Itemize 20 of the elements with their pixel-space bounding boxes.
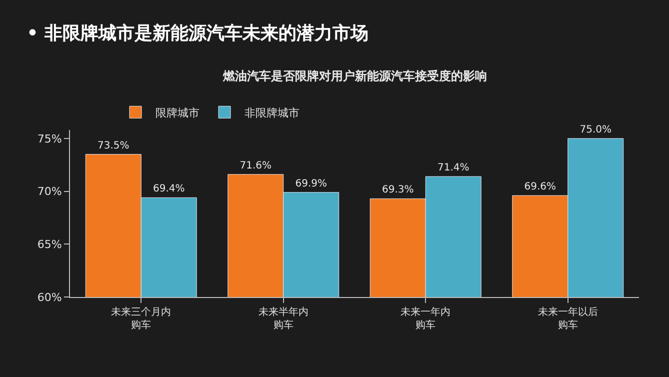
data-label: 71.4% <box>437 162 470 174</box>
data-label: 69.9% <box>295 178 328 190</box>
y-tick-label: 65% <box>37 238 62 251</box>
x-tick-label: 未来三个月内购车 <box>111 306 172 331</box>
chart-title: • 非限牌城市是新能源汽车未来的潜力市场 <box>26 22 369 44</box>
data-label: 73.5% <box>98 140 130 152</box>
data-label: 69.4% <box>152 184 185 195</box>
data-label: 69.6% <box>524 182 556 193</box>
y-tick-label: 75% <box>37 132 62 146</box>
x-tick-label: 未来一年以后购车 <box>538 306 598 331</box>
data-label: 69.3% <box>382 184 414 196</box>
data-label: 75.0% <box>580 124 612 136</box>
data-label: 71.6% <box>240 160 272 172</box>
x-tick-label: 未来一年内购车 <box>400 306 451 331</box>
x-tick-label: 未来半年内购车 <box>258 306 308 331</box>
y-tick-label: 70% <box>37 185 62 198</box>
chart-subtitle: 燃油汽车是否限牌对用户新能源汽车接受度的影响 <box>222 69 487 83</box>
legend-label: 非限牌城市 <box>244 106 300 120</box>
y-tick-label: 60% <box>37 290 62 304</box>
legend-label: 限牌城市 <box>156 106 200 120</box>
